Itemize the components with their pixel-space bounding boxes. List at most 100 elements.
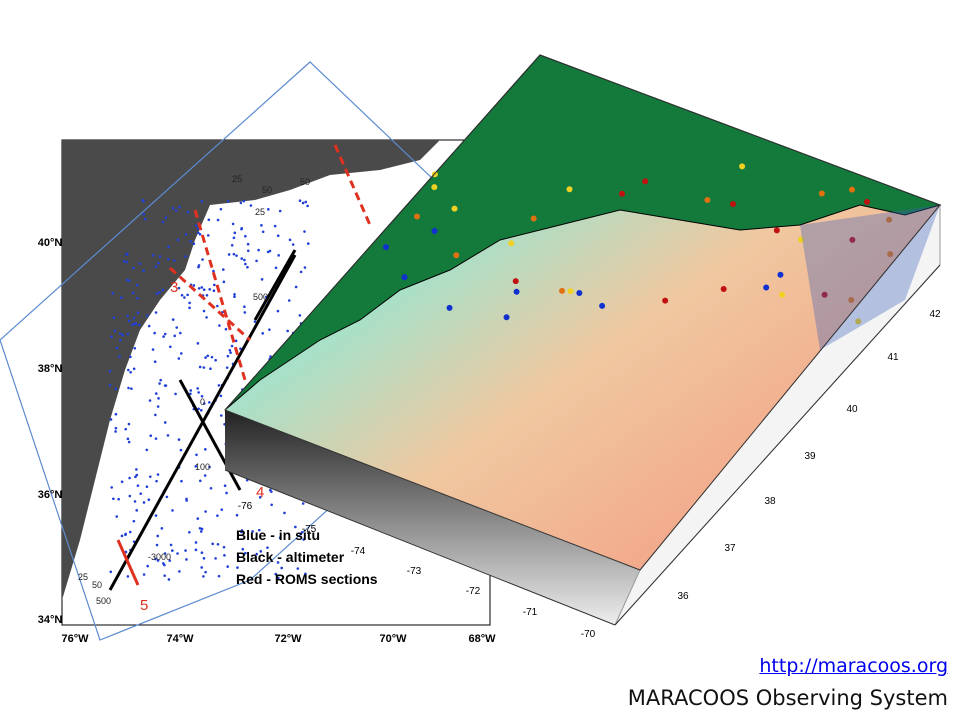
in-situ-point — [197, 265, 200, 269]
in-situ-point — [177, 286, 181, 290]
in-situ-point — [260, 224, 263, 227]
in-situ-point — [145, 448, 149, 452]
lat-label-3d: 41 — [887, 352, 899, 363]
in-situ-point — [243, 311, 247, 314]
ocean-feature — [800, 205, 940, 350]
in-situ-point — [142, 573, 146, 576]
in-situ-point — [228, 348, 232, 352]
in-situ-point — [236, 566, 239, 569]
in-situ-point — [154, 392, 158, 395]
lat-label: 34°N — [38, 614, 63, 626]
in-situ-point — [158, 291, 161, 294]
in-situ-point — [202, 288, 206, 291]
in-situ-point — [239, 347, 242, 351]
in-situ-point — [243, 305, 246, 309]
in-situ-point — [136, 311, 140, 315]
station — [779, 291, 786, 298]
in-situ-point — [167, 245, 170, 249]
roms-section — [168, 266, 252, 342]
station — [848, 297, 855, 304]
in-situ-point — [156, 473, 160, 476]
in-situ-point — [157, 397, 160, 400]
station — [431, 227, 438, 234]
in-situ-point — [121, 333, 125, 337]
in-situ-point — [246, 249, 250, 253]
in-situ-point — [165, 495, 169, 499]
in-situ-point — [178, 570, 181, 573]
in-situ-point — [135, 468, 138, 471]
station — [662, 297, 669, 304]
in-situ-point — [208, 288, 212, 291]
in-situ-point — [206, 354, 210, 358]
in-situ-point — [216, 218, 220, 222]
in-situ-point — [274, 572, 278, 576]
in-situ-point — [233, 292, 236, 296]
in-situ-point — [200, 286, 204, 289]
station — [887, 251, 894, 258]
in-situ-point — [223, 484, 227, 487]
in-situ-point — [226, 354, 230, 358]
in-situ-point — [196, 231, 200, 235]
in-situ-point — [139, 492, 143, 495]
in-situ-point — [186, 293, 189, 297]
in-situ-point — [208, 401, 211, 404]
link[interactable]: http://maracoos.org — [759, 655, 948, 677]
in-situ-point — [120, 296, 123, 299]
in-situ-point — [304, 572, 307, 576]
in-situ-point — [217, 384, 221, 387]
station — [451, 205, 458, 212]
in-situ-point — [242, 199, 246, 203]
in-situ-point — [155, 479, 158, 483]
in-situ-point — [296, 567, 300, 570]
in-situ-point — [180, 293, 184, 297]
station — [777, 271, 784, 278]
in-situ-point — [222, 545, 226, 549]
contour-label: 25 — [78, 572, 88, 582]
in-situ-point — [226, 565, 229, 568]
in-situ-point — [230, 344, 234, 348]
in-situ-point — [149, 434, 153, 437]
in-situ-point — [240, 226, 244, 230]
section-label: 5 — [140, 597, 148, 614]
in-situ-point — [212, 269, 215, 273]
in-situ-point — [225, 491, 228, 495]
in-situ-point — [197, 391, 200, 394]
in-situ-point — [206, 234, 210, 237]
in-situ-point — [221, 268, 225, 271]
in-situ-point — [196, 342, 200, 345]
in-situ-point — [229, 351, 232, 354]
in-situ-point — [298, 199, 302, 202]
in-situ-point — [177, 438, 181, 441]
in-situ-point — [155, 292, 159, 295]
in-situ-point — [276, 309, 280, 313]
in-situ-point — [189, 389, 193, 392]
in-situ-point — [120, 480, 124, 484]
in-situ-point — [274, 266, 278, 270]
in-situ-point — [294, 285, 298, 289]
in-situ-point — [198, 526, 202, 530]
in-situ-point — [200, 394, 204, 398]
in-situ-point — [184, 255, 187, 258]
in-situ-point — [204, 570, 207, 574]
in-situ-point — [174, 392, 177, 396]
in-situ-point — [204, 448, 207, 451]
station — [512, 278, 519, 285]
in-situ-point — [171, 206, 175, 210]
lat-label-3d: 39 — [804, 451, 816, 462]
in-situ-point — [110, 335, 113, 339]
lon-label: 76°W — [61, 633, 89, 645]
in-situ-point — [109, 570, 113, 574]
in-situ-point — [233, 295, 236, 299]
in-situ-point — [202, 575, 205, 578]
in-situ-point — [230, 243, 234, 247]
in-situ-point — [127, 386, 130, 390]
legend-entry: Blue - in situ — [236, 527, 320, 543]
lon-label-3d: -70 — [581, 629, 596, 640]
in-situ-point — [207, 218, 211, 222]
in-situ-point — [127, 319, 131, 323]
in-situ-point — [152, 254, 155, 257]
in-situ-point — [188, 530, 191, 534]
in-situ-point — [211, 542, 214, 546]
in-situ-point — [188, 306, 191, 310]
